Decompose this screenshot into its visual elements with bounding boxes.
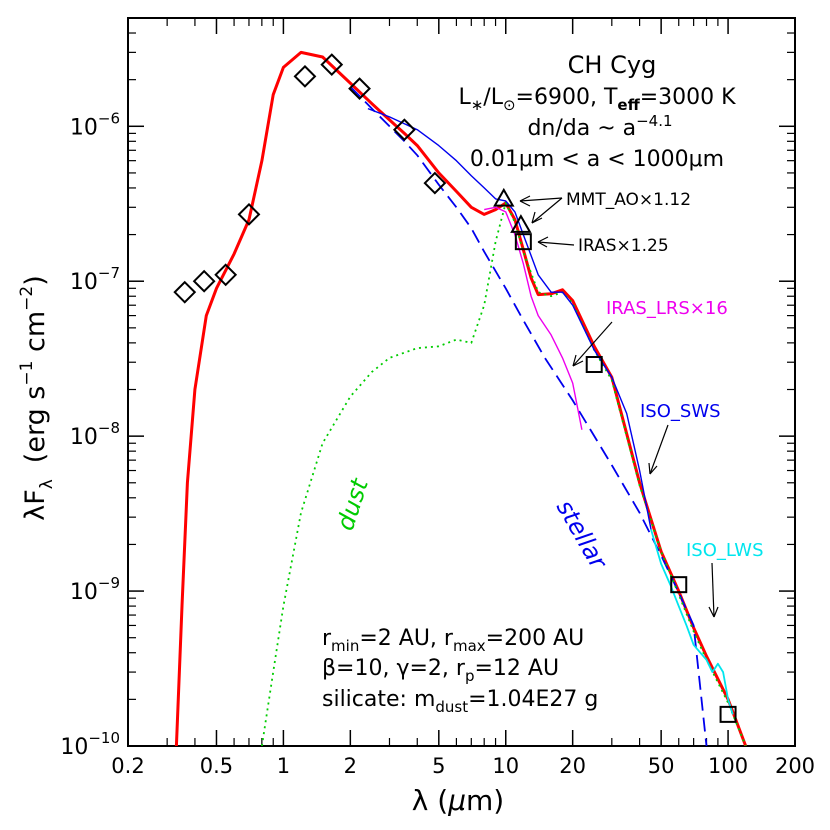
star-name: CH Cyg — [568, 51, 657, 79]
x-tick-label-1: 0.5 — [200, 754, 233, 778]
photometry-diamond-6 — [348, 77, 371, 101]
series-iso-sws-line — [367, 107, 652, 530]
plot-frame — [127, 17, 796, 747]
mmt-triangle-0 — [493, 187, 515, 207]
x-tick-label-4: 5 — [432, 754, 445, 778]
params-block: rmin=2 AU, rmax=200 AU β=10, γ=2, rp=12 … — [322, 626, 598, 716]
x-tick-label-3: 2 — [344, 754, 357, 778]
iras-lrs-arrowhead — [572, 354, 584, 367]
photometry-diamond-1 — [192, 269, 216, 293]
title-block: CH Cyg L∗/L⊙=6900, Teff=3000 K dn/da ~ a… — [458, 51, 736, 172]
iso-sws-arrowhead — [648, 462, 658, 475]
y-tick-label-3: 10−7 — [70, 264, 120, 295]
size-distribution-line: dn/da ~ a−4.1 — [527, 112, 672, 141]
luminosity-line: L∗/L⊙=6900, Teff=3000 K — [458, 85, 736, 114]
x-tick-label-8: 100 — [708, 754, 748, 778]
y-tick-label-4: 10−6 — [70, 109, 120, 140]
series-dust-line — [261, 202, 747, 746]
series-iras-lrs-line — [484, 206, 583, 430]
x-tick-label-0: 0.2 — [111, 754, 144, 778]
mmt-arrow-2 — [531, 197, 563, 224]
dust-label: dust — [331, 474, 374, 534]
iras-lrs-arrow — [572, 321, 613, 367]
photometry-diamond-3 — [237, 202, 261, 226]
photometry-diamond-0 — [173, 280, 197, 304]
iso-lws-arrow — [711, 562, 715, 618]
photometry-diamond-5 — [320, 53, 344, 77]
series-stellar-line — [349, 86, 708, 746]
y-tick-label-1: 10−9 — [70, 574, 120, 605]
stellar-label: stellar — [551, 495, 614, 575]
x-tick-label-5: 10 — [492, 754, 519, 778]
radius-line: rmin=2 AU, rmax=200 AU — [322, 626, 584, 655]
shape-params-line: β=10, γ=2, rp=12 AU — [322, 656, 559, 685]
mmt-arrowhead-1 — [519, 195, 531, 207]
x-axis-label: λ (μm) — [412, 784, 504, 817]
iras-label: IRAS×1.25 — [578, 236, 669, 256]
y-tick-label-2: 10−8 — [70, 419, 120, 450]
mmt-label: MMT_AO×1.12 — [566, 190, 691, 210]
x-tick-label-6: 20 — [559, 754, 586, 778]
photometry-diamond-8 — [423, 171, 447, 195]
iras-arrow — [537, 241, 575, 246]
mmt-arrow-1 — [519, 197, 563, 202]
x-tick-labels: 0.2 0.5 1 2 5 10 20 50 100 200 — [111, 754, 815, 778]
iras-square-2 — [670, 576, 688, 594]
axis-ticks — [127, 17, 796, 747]
series-model-line — [174, 50, 748, 746]
iso-sws-arrow — [649, 424, 669, 475]
iso-lws-label: ISO_LWS — [686, 540, 764, 561]
photometry-diamond-4 — [293, 64, 317, 88]
iras-square-1 — [585, 356, 603, 374]
photometry-diamond-7 — [392, 118, 416, 142]
x-tick-label-2: 1 — [277, 754, 290, 778]
y-tick-label-0: 10−10 — [60, 729, 120, 760]
iras-square-3 — [719, 705, 737, 723]
iras-lrs-label: IRAS_LRS×16 — [606, 298, 728, 319]
y-axis-label: λFλ(erg s−1 cm−2) — [17, 275, 57, 521]
iras-arrowhead — [537, 236, 549, 248]
mmt-arrowhead-2 — [531, 211, 543, 224]
iras-square-0 — [514, 233, 532, 251]
x-tick-label-9: 200 — [775, 754, 815, 778]
size-range-line: 0.01μm < a < 1000μm — [470, 147, 724, 172]
x-tick-label-7: 50 — [648, 754, 675, 778]
dust-mass-line: silicate: mdust=1.04E27 g — [322, 687, 598, 716]
marker-group — [173, 53, 737, 723]
photometry-diamond-2 — [214, 263, 238, 287]
iso-lws-arrowhead — [708, 606, 719, 618]
y-tick-labels: 10−10 10−9 10−8 10−7 10−6 — [60, 109, 120, 760]
iso-sws-label: ISO_SWS — [640, 401, 721, 422]
mmt-triangle-1 — [510, 214, 532, 233]
